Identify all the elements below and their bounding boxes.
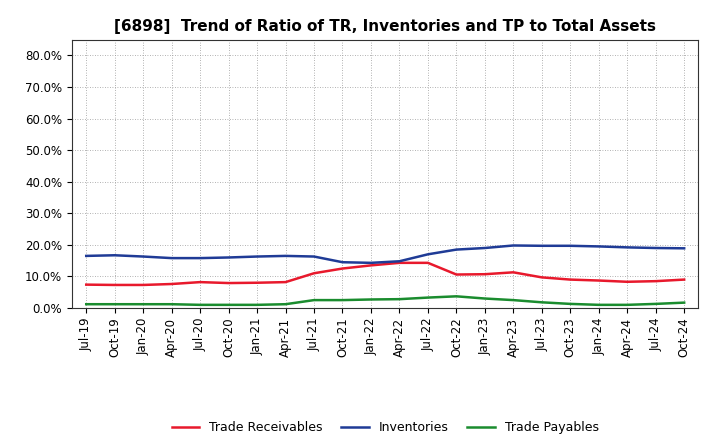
Trade Receivables (167, 281, 176, 286)
Trade Receivables (82, 282, 91, 287)
Trade Payables (167, 301, 176, 307)
Trade Payables (110, 301, 119, 307)
Title: [6898]  Trend of Ratio of TR, Inventories and TP to Total Assets: [6898] Trend of Ratio of TR, Inventories… (114, 19, 656, 34)
Inventories (423, 252, 432, 257)
Trade Receivables (282, 279, 290, 285)
Trade Receivables (253, 280, 261, 286)
Line: Inventories: Inventories (86, 246, 684, 263)
Trade Receivables (509, 270, 518, 275)
Trade Receivables (452, 272, 461, 277)
Inventories (139, 254, 148, 259)
Line: Trade Receivables: Trade Receivables (86, 263, 684, 285)
Trade Receivables (110, 282, 119, 288)
Line: Trade Payables: Trade Payables (86, 296, 684, 305)
Inventories (310, 254, 318, 259)
Trade Receivables (310, 271, 318, 276)
Inventories (167, 256, 176, 261)
Inventories (82, 253, 91, 259)
Inventories (537, 243, 546, 249)
Inventories (595, 244, 603, 249)
Trade Payables (282, 301, 290, 307)
Trade Receivables (537, 275, 546, 280)
Trade Receivables (196, 279, 204, 285)
Trade Receivables (652, 279, 660, 284)
Inventories (509, 243, 518, 248)
Trade Payables (680, 300, 688, 305)
Trade Receivables (595, 278, 603, 283)
Inventories (110, 253, 119, 258)
Trade Payables (423, 295, 432, 300)
Inventories (452, 247, 461, 252)
Trade Receivables (395, 260, 404, 265)
Trade Payables (509, 297, 518, 303)
Inventories (282, 253, 290, 259)
Inventories (196, 256, 204, 261)
Inventories (566, 243, 575, 249)
Trade Receivables (139, 282, 148, 288)
Trade Payables (225, 302, 233, 308)
Trade Payables (395, 297, 404, 302)
Trade Payables (452, 293, 461, 299)
Trade Receivables (338, 266, 347, 271)
Trade Payables (310, 297, 318, 303)
Trade Payables (82, 301, 91, 307)
Trade Receivables (480, 271, 489, 277)
Trade Receivables (680, 277, 688, 282)
Trade Receivables (366, 263, 375, 268)
Inventories (225, 255, 233, 260)
Inventories (338, 260, 347, 265)
Trade Payables (652, 301, 660, 307)
Trade Payables (595, 302, 603, 308)
Trade Receivables (423, 260, 432, 265)
Inventories (680, 246, 688, 251)
Trade Payables (623, 302, 631, 308)
Trade Payables (253, 302, 261, 308)
Trade Payables (338, 297, 347, 303)
Trade Receivables (566, 277, 575, 282)
Trade Payables (537, 300, 546, 305)
Inventories (366, 260, 375, 265)
Inventories (623, 245, 631, 250)
Legend: Trade Receivables, Inventories, Trade Payables: Trade Receivables, Inventories, Trade Pa… (166, 416, 604, 439)
Trade Payables (196, 302, 204, 308)
Inventories (395, 259, 404, 264)
Trade Payables (566, 301, 575, 307)
Trade Receivables (225, 280, 233, 286)
Inventories (480, 246, 489, 251)
Trade Payables (366, 297, 375, 302)
Trade Payables (139, 301, 148, 307)
Inventories (253, 254, 261, 259)
Inventories (652, 246, 660, 251)
Trade Receivables (623, 279, 631, 284)
Trade Payables (480, 296, 489, 301)
